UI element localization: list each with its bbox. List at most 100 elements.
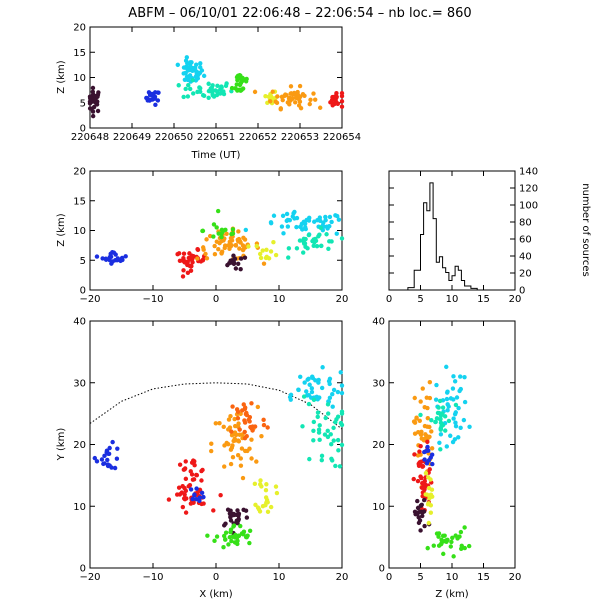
data-point [297, 238, 303, 243]
data-point [428, 477, 433, 482]
data-point [240, 247, 246, 253]
data-point [298, 224, 303, 229]
x-tick-label: 10 [273, 572, 286, 583]
x-tick-label: 10 [446, 572, 459, 583]
data-point [242, 237, 248, 242]
data-point [238, 523, 243, 529]
data-point [211, 508, 216, 513]
data-point [303, 226, 308, 232]
data-point [192, 492, 197, 497]
data-point [429, 487, 435, 492]
panel-time-height: 220648 220649 220650 220651 220652 220653 2206… [56, 23, 361, 162]
data-point [222, 243, 228, 248]
data-point [212, 538, 217, 544]
ticks: 0 5 10 15 20 0 10 20 30 40 [372, 317, 521, 584]
data-point [436, 405, 441, 410]
data-point [268, 220, 274, 225]
data-point [339, 442, 345, 448]
data-point [240, 75, 245, 81]
data-point [415, 498, 420, 504]
y-tick-label: 10 [73, 73, 86, 84]
data-point [190, 496, 195, 502]
data-point [254, 243, 259, 249]
data-point [182, 260, 187, 265]
data-point [110, 439, 115, 445]
data-point [235, 508, 240, 513]
data-point [336, 448, 341, 453]
data-point [90, 109, 96, 114]
data-point [105, 457, 110, 463]
data-point [425, 439, 430, 445]
data-point [339, 383, 345, 388]
data-point [431, 543, 436, 548]
data-point [280, 213, 286, 219]
data-point [227, 535, 232, 540]
data-point [301, 250, 306, 255]
data-point [335, 414, 341, 419]
data-point [238, 88, 243, 93]
data-point [233, 432, 239, 438]
data-point [184, 55, 190, 60]
data-point [311, 243, 316, 248]
x-tick-label: −10 [142, 294, 163, 305]
data-point [214, 92, 220, 98]
data-point [245, 448, 250, 454]
data-point [441, 551, 446, 557]
x-tick-label: 220650 [155, 132, 193, 143]
data-point [438, 420, 444, 426]
data-point [429, 429, 434, 434]
y-tick-label: 80 [519, 218, 532, 229]
data-point [294, 94, 299, 100]
data-point [259, 484, 264, 489]
x-tick-label: 0 [213, 572, 219, 583]
data-point [325, 402, 331, 407]
y-tick-label: 40 [73, 317, 86, 328]
data-point [176, 485, 182, 490]
data-point [319, 457, 324, 463]
data-point [430, 461, 435, 467]
data-point [237, 246, 242, 251]
data-point [428, 492, 434, 497]
data-point [211, 222, 217, 227]
data-point [242, 435, 248, 441]
data-point [448, 544, 453, 549]
data-point [258, 255, 264, 261]
data-point [327, 381, 332, 387]
data-point [334, 231, 339, 236]
data-point [304, 389, 309, 394]
y-tick-label: 0 [80, 286, 86, 297]
data-point [440, 405, 446, 410]
data-point [331, 387, 337, 393]
data-point [218, 492, 223, 498]
data-point [264, 254, 269, 259]
data-point [333, 463, 338, 469]
data-point [435, 410, 441, 416]
data-point [326, 246, 331, 251]
data-point [123, 254, 128, 259]
data-point [119, 255, 125, 261]
panel-x-height: −20 −10 0 10 20 0 5 10 15 20 Z (km) [56, 167, 348, 306]
data-point [247, 540, 252, 546]
data-point [183, 510, 189, 515]
data-point [467, 424, 472, 429]
data-point [434, 416, 440, 421]
data-point [239, 446, 245, 451]
x-tick-label: 0 [213, 294, 219, 305]
data-point [297, 83, 303, 89]
data-point [428, 510, 434, 515]
histogram-step-line [389, 182, 515, 291]
data-point [424, 433, 430, 439]
data-point [454, 395, 460, 400]
data-point [445, 402, 450, 407]
data-point [315, 410, 321, 415]
x-axis-label: Time (UT) [191, 150, 241, 161]
data-point [94, 459, 100, 464]
data-point [279, 224, 285, 229]
data-point [308, 97, 313, 102]
data-point [186, 82, 191, 88]
data-point [166, 497, 172, 502]
ticks: 220648 220649 220650 220651 220652 220653 2206… [71, 23, 361, 144]
data-point [179, 490, 185, 495]
